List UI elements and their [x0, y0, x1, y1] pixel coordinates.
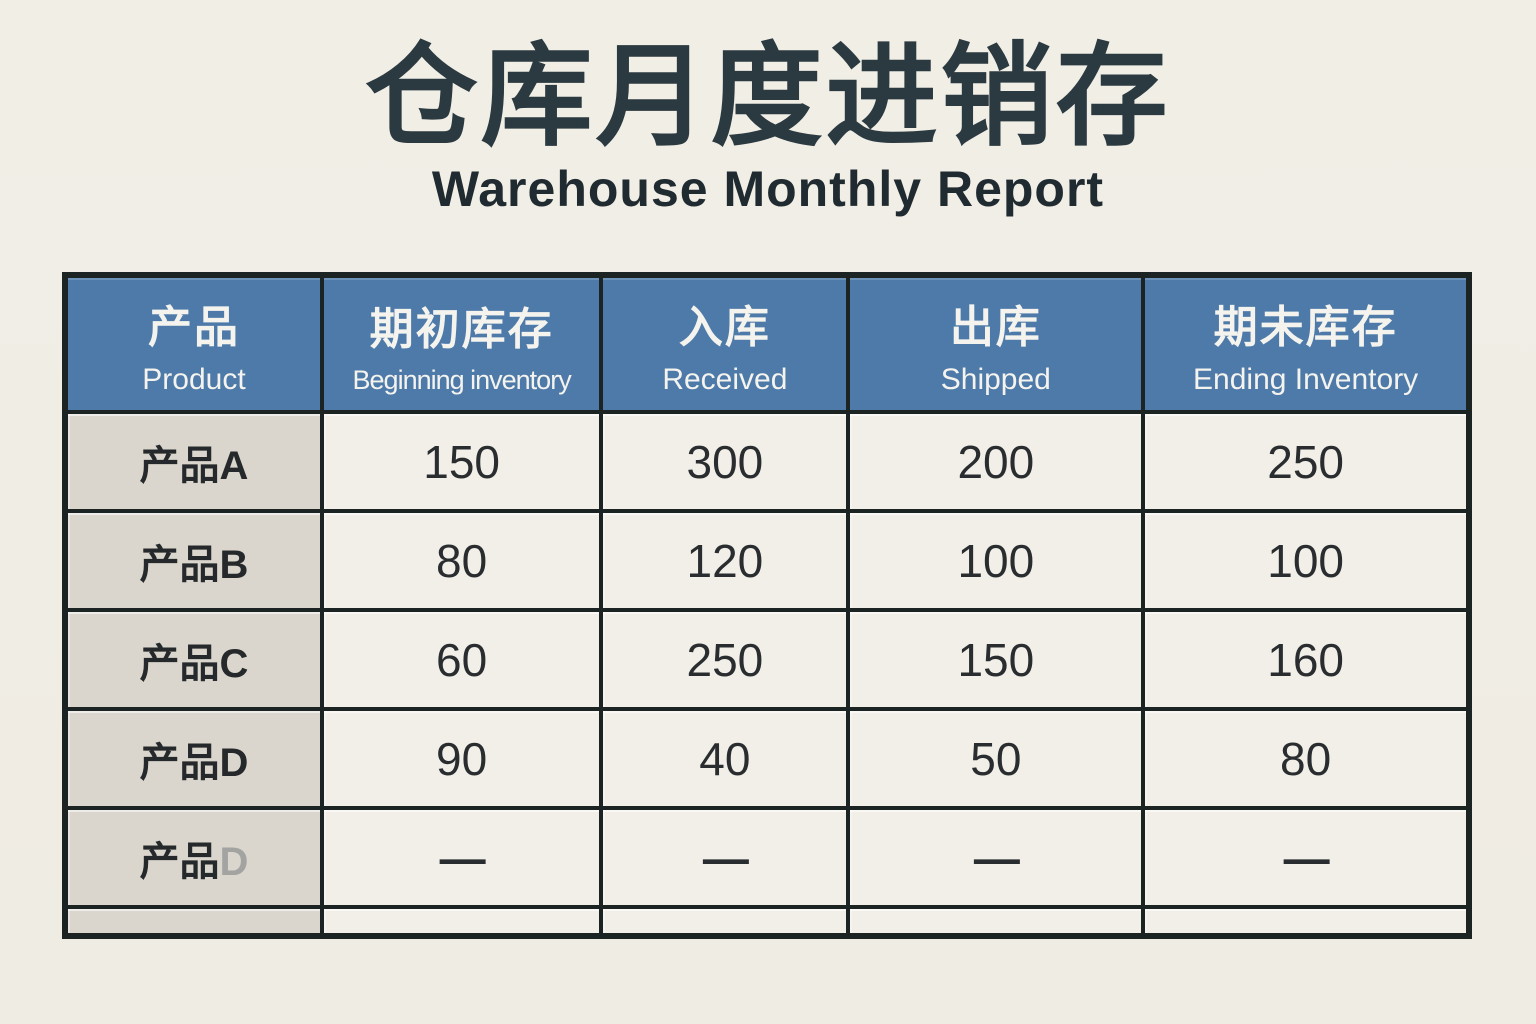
column-header-en: Received	[662, 363, 788, 396]
table-row: 产品B 80 120 100 100	[63, 509, 1471, 612]
column-header-en: Beginning inventory	[352, 364, 572, 395]
column-header-zh: 出库	[949, 303, 1042, 352]
value-cell-shipped: 150	[846, 608, 1146, 711]
product-label-suffix: C	[219, 641, 249, 686]
product-label-suffix: D	[219, 839, 249, 884]
column-header-product: 产品 Product	[63, 273, 324, 414]
table-body: 产品A 150 300 200 250 产品B 80 120 100 100 产品C 60 250 150…	[63, 410, 1471, 938]
table-row: 产品C 60 250 150 160	[63, 608, 1471, 711]
value-cell-received	[599, 905, 851, 938]
product-label-prefix: 产品	[139, 641, 220, 686]
column-header-en: Ending Inventory	[1193, 363, 1419, 396]
column-header-zh: 产品	[147, 303, 240, 352]
product-label-cell: 产品D	[63, 707, 324, 810]
table-row: 产品A 150 300 200 250	[63, 410, 1471, 513]
value-cell-received: 300	[599, 410, 851, 513]
column-header-received: 入库 Received	[599, 273, 851, 414]
value-cell-ending: 250	[1141, 410, 1471, 513]
value-cell-shipped	[846, 905, 1146, 938]
product-label-suffix: A	[219, 443, 249, 488]
value-cell-shipped: 100	[846, 509, 1146, 612]
product-label-suffix: B	[219, 542, 249, 587]
table-row: 产品D — — — —	[63, 806, 1471, 909]
spacer-row	[63, 905, 1471, 938]
value-cell-begin: —	[319, 806, 604, 909]
table-row: 产品D 90 40 50 80	[63, 707, 1471, 810]
value-cell-begin: 80	[319, 509, 604, 612]
table-header: 产品 Product 期初库存 Beginning inventory 入库 Receiv…	[63, 273, 1471, 414]
product-label-cell: 产品C	[63, 608, 324, 711]
column-header-zh: 入库	[678, 303, 771, 352]
column-header-ending: 期未库存 Ending Inventory	[1141, 273, 1471, 414]
column-header-shipped: 出库 Shipped	[846, 273, 1146, 414]
product-label-cell: 产品D	[63, 806, 324, 909]
value-cell-ending: 80	[1141, 707, 1471, 810]
value-cell-begin: 60	[319, 608, 604, 711]
column-header-en: Shipped	[940, 363, 1051, 396]
value-cell-shipped: 200	[846, 410, 1146, 513]
value-cell-shipped: 50	[846, 707, 1146, 810]
product-label-prefix: 产品	[139, 839, 220, 884]
product-label-suffix: D	[219, 740, 249, 785]
product-label-prefix: 产品	[139, 443, 220, 488]
product-label-prefix: 产品	[139, 542, 220, 587]
product-label-cell	[63, 905, 324, 938]
value-cell-ending	[1141, 905, 1471, 938]
table-header-row: 产品 Product 期初库存 Beginning inventory 入库 Receiv…	[63, 273, 1471, 414]
inventory-table: 产品 Product 期初库存 Beginning inventory 入库 Receiv…	[62, 272, 1472, 939]
product-label-cell: 产品B	[63, 509, 324, 612]
value-cell-received: 40	[599, 707, 851, 810]
value-cell-begin: 150	[319, 410, 604, 513]
value-cell-begin	[319, 905, 604, 938]
value-cell-shipped: —	[846, 806, 1146, 909]
value-cell-received: 120	[599, 509, 851, 612]
value-cell-received: 250	[599, 608, 851, 711]
value-cell-ending: 100	[1141, 509, 1471, 612]
value-cell-ending: 160	[1141, 608, 1471, 711]
value-cell-begin: 90	[319, 707, 604, 810]
column-header-en: Product	[142, 363, 246, 396]
column-header-zh: 期未库存	[1213, 303, 1398, 352]
column-header-zh: 期初库存	[369, 304, 554, 354]
product-label-cell: 产品A	[63, 410, 324, 513]
value-cell-ending: —	[1141, 806, 1471, 909]
page-subtitle: Warehouse Monthly Report	[431, 160, 1105, 217]
column-header-begin: 期初库存 Beginning inventory	[319, 273, 604, 414]
page-title: 仓库月度进销存	[365, 34, 1171, 159]
value-cell-received: —	[599, 806, 851, 909]
product-label-prefix: 产品	[139, 740, 220, 785]
